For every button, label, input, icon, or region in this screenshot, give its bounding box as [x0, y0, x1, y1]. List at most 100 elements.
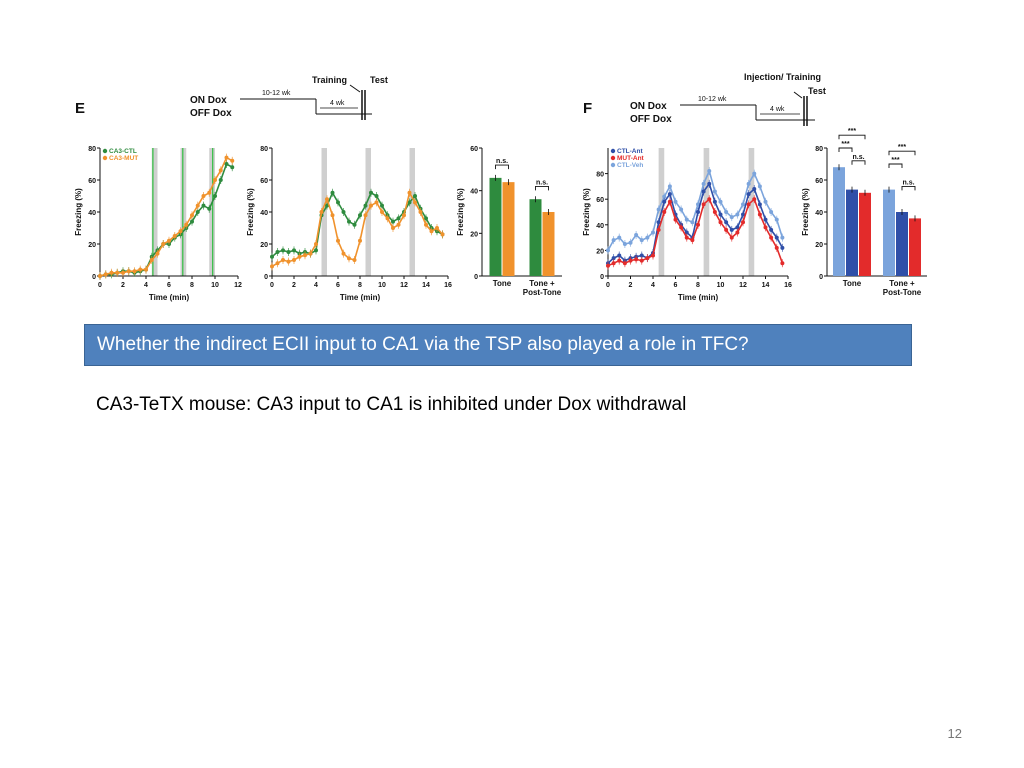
data-point	[645, 235, 650, 240]
data-point	[144, 267, 148, 272]
data-point	[109, 270, 114, 275]
sig-label: ***	[848, 128, 856, 135]
chart-f-bar: Freezing (%) 0 20 40 60 80 Tone Tone +Post-Tone…	[801, 128, 927, 297]
data-point	[161, 242, 166, 246]
series-line	[271, 190, 444, 268]
data-point	[645, 256, 650, 261]
legend-marker	[610, 148, 616, 154]
x-tick-label: 4	[314, 282, 318, 289]
f-off-dox: OFF Dox	[630, 114, 672, 125]
y-tick-label: 0	[264, 274, 268, 281]
data-point	[617, 235, 622, 240]
data-point	[639, 258, 644, 263]
y-axis-label: Freezing (%)	[582, 188, 591, 236]
data-point	[690, 220, 695, 225]
data-point	[292, 258, 296, 262]
data-point	[275, 250, 280, 254]
data-point	[735, 212, 740, 217]
data-point	[757, 202, 762, 207]
category-label: Post-Tone	[883, 288, 922, 297]
data-point	[673, 217, 678, 222]
legend-label: CA3-MUT	[109, 155, 138, 162]
data-point	[218, 178, 223, 182]
sig-label: ***	[841, 141, 849, 148]
data-point	[190, 219, 194, 224]
data-point	[201, 203, 206, 208]
data-point	[374, 200, 379, 205]
data-point	[385, 216, 390, 221]
x-tick-label: 10	[211, 282, 219, 289]
data-point	[774, 235, 779, 240]
y-axis-label: Freezing (%)	[74, 188, 83, 236]
sig-bracket	[851, 160, 866, 165]
y-tick-label: 20	[596, 248, 604, 255]
data-point	[201, 194, 206, 198]
x-tick-label: 14	[762, 282, 770, 289]
y-tick-label: 0	[92, 274, 96, 281]
page-number: 12	[947, 726, 962, 741]
data-point	[358, 238, 362, 243]
data-point	[780, 235, 785, 240]
legend-label: CTL-Ant	[617, 148, 643, 155]
data-point	[718, 212, 723, 217]
data-point	[622, 261, 627, 266]
data-point	[286, 259, 291, 264]
data-point	[314, 248, 318, 253]
data-point	[363, 213, 368, 218]
data-point	[679, 225, 684, 230]
data-point	[396, 222, 401, 227]
x-axis-label: Time (min)	[678, 293, 719, 302]
data-point	[308, 251, 313, 256]
e-training-label: Training	[312, 75, 347, 85]
legend-marker	[102, 155, 108, 161]
x-tick-label: 2	[121, 282, 125, 289]
y-tick-label: 80	[815, 146, 823, 153]
f-period-1: 10-12 wk	[698, 96, 727, 103]
data-point	[391, 226, 395, 230]
data-point	[330, 213, 335, 218]
data-point	[363, 203, 368, 208]
data-point	[369, 203, 373, 208]
data-point	[763, 199, 768, 204]
sig-bracket	[901, 185, 916, 191]
tone-shade	[748, 148, 755, 276]
bar	[909, 218, 921, 276]
legend-label: CA3-CTL	[109, 148, 137, 155]
y-tick-label: 40	[815, 210, 823, 217]
data-point	[424, 222, 428, 227]
x-tick-label: 12	[400, 282, 408, 289]
data-point	[132, 269, 137, 274]
data-point	[172, 234, 177, 238]
y-tick-label: 0	[474, 274, 478, 281]
data-point	[391, 219, 395, 224]
data-point	[230, 165, 235, 170]
category-label: Tone	[493, 279, 512, 288]
data-point	[184, 222, 189, 227]
data-point	[336, 238, 340, 243]
data-point	[418, 210, 423, 214]
data-point	[167, 238, 171, 243]
y-axis-label: Freezing (%)	[801, 188, 810, 236]
data-point	[769, 210, 774, 214]
x-tick-label: 6	[674, 282, 678, 289]
data-point	[190, 213, 194, 218]
bar	[859, 192, 871, 276]
y-tick-label: 40	[596, 223, 604, 230]
data-point	[746, 192, 751, 197]
data-point	[673, 199, 678, 204]
y-tick-label: 80	[596, 172, 604, 179]
data-point	[611, 256, 616, 261]
data-point	[752, 186, 757, 191]
data-point	[667, 184, 672, 189]
y-tick-label: 40	[88, 210, 96, 217]
data-point	[763, 225, 768, 230]
data-point	[195, 210, 200, 214]
data-point	[230, 158, 235, 163]
data-point	[741, 202, 745, 207]
y-tick-label: 0	[819, 274, 823, 281]
data-point	[435, 226, 439, 230]
data-point	[628, 258, 633, 263]
data-point	[684, 235, 689, 240]
data-point	[374, 194, 379, 198]
data-point	[207, 206, 212, 211]
